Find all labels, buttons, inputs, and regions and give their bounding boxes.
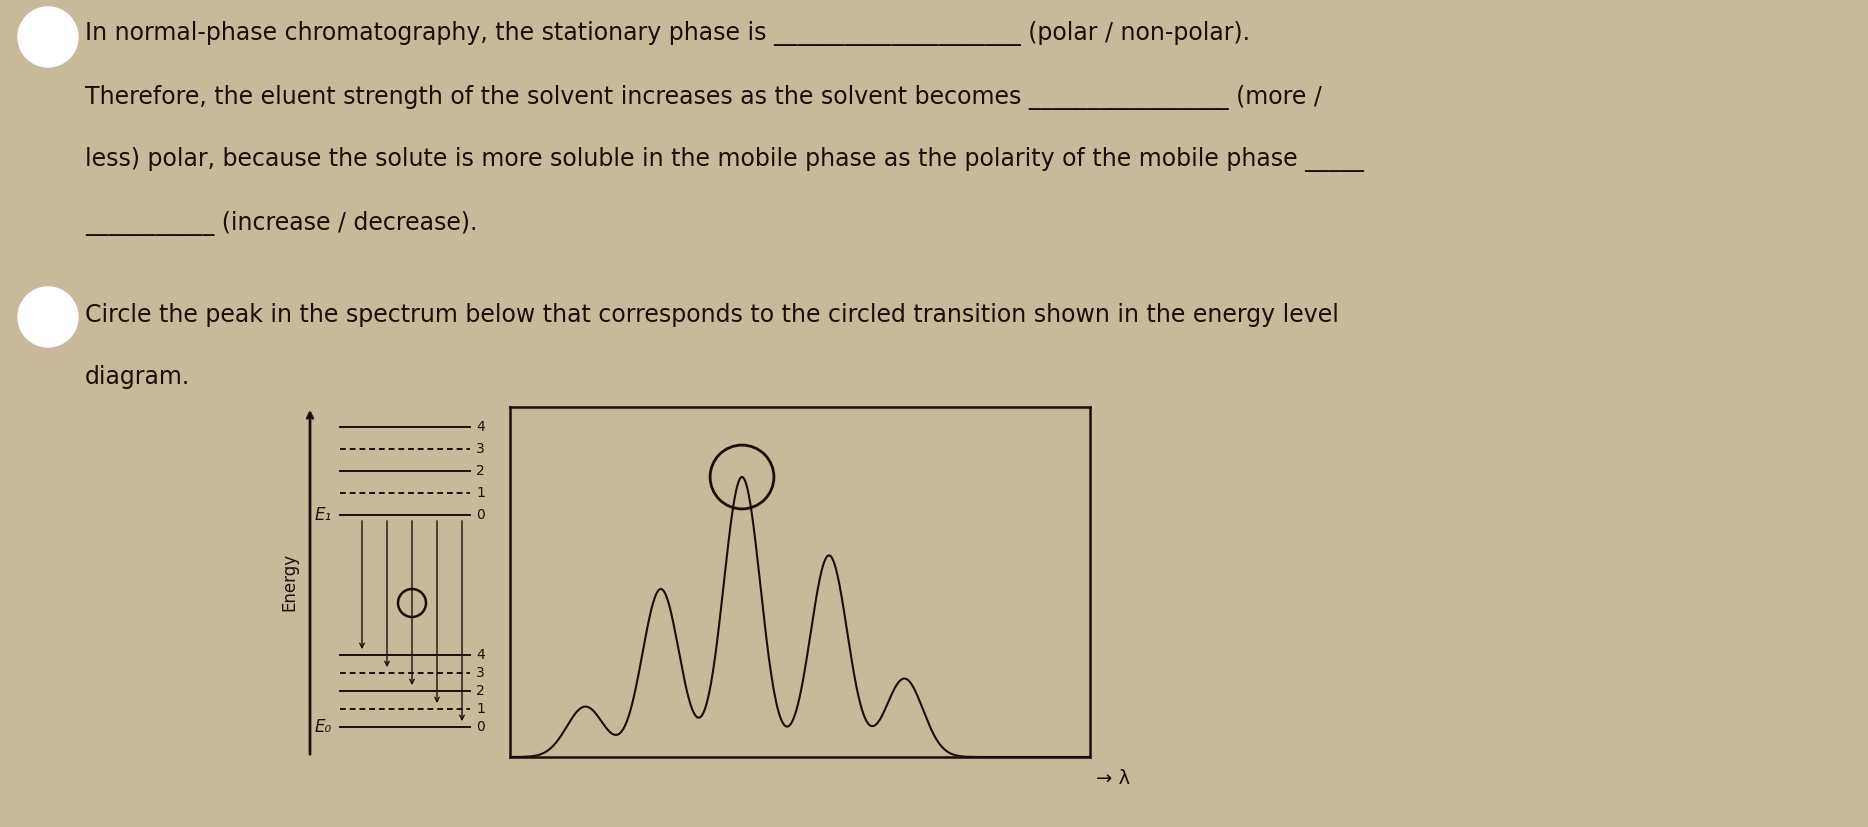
Text: less) polar, because the solute is more soluble in the mobile phase as the polar: less) polar, because the solute is more … [86,147,1364,173]
Text: E₁: E₁ [316,506,333,524]
Text: → λ: → λ [1097,768,1130,787]
Text: diagram.: diagram. [86,365,191,389]
Text: Circle the peak in the spectrum below that corresponds to the circled transition: Circle the peak in the spectrum below th… [86,303,1339,327]
Text: 2: 2 [476,684,486,698]
Text: E₀: E₀ [316,718,333,736]
Text: 3: 3 [476,666,486,680]
Text: 2: 2 [476,464,486,478]
Text: 0: 0 [476,508,486,522]
Text: 4: 4 [476,648,486,662]
Text: 1: 1 [476,486,486,500]
Text: Energy: Energy [280,553,299,611]
Text: 3: 3 [476,442,486,456]
Text: 1: 1 [476,702,486,716]
Circle shape [19,7,78,67]
Text: 4: 4 [476,420,486,434]
Text: ___________ (increase / decrease).: ___________ (increase / decrease). [86,211,478,236]
Text: 0: 0 [476,720,486,734]
Circle shape [19,287,78,347]
Text: Therefore, the eluent strength of the solvent increases as the solvent becomes _: Therefore, the eluent strength of the so… [86,84,1323,109]
Text: In normal-phase chromatography, the stationary phase is _____________________ (p: In normal-phase chromatography, the stat… [86,22,1250,46]
